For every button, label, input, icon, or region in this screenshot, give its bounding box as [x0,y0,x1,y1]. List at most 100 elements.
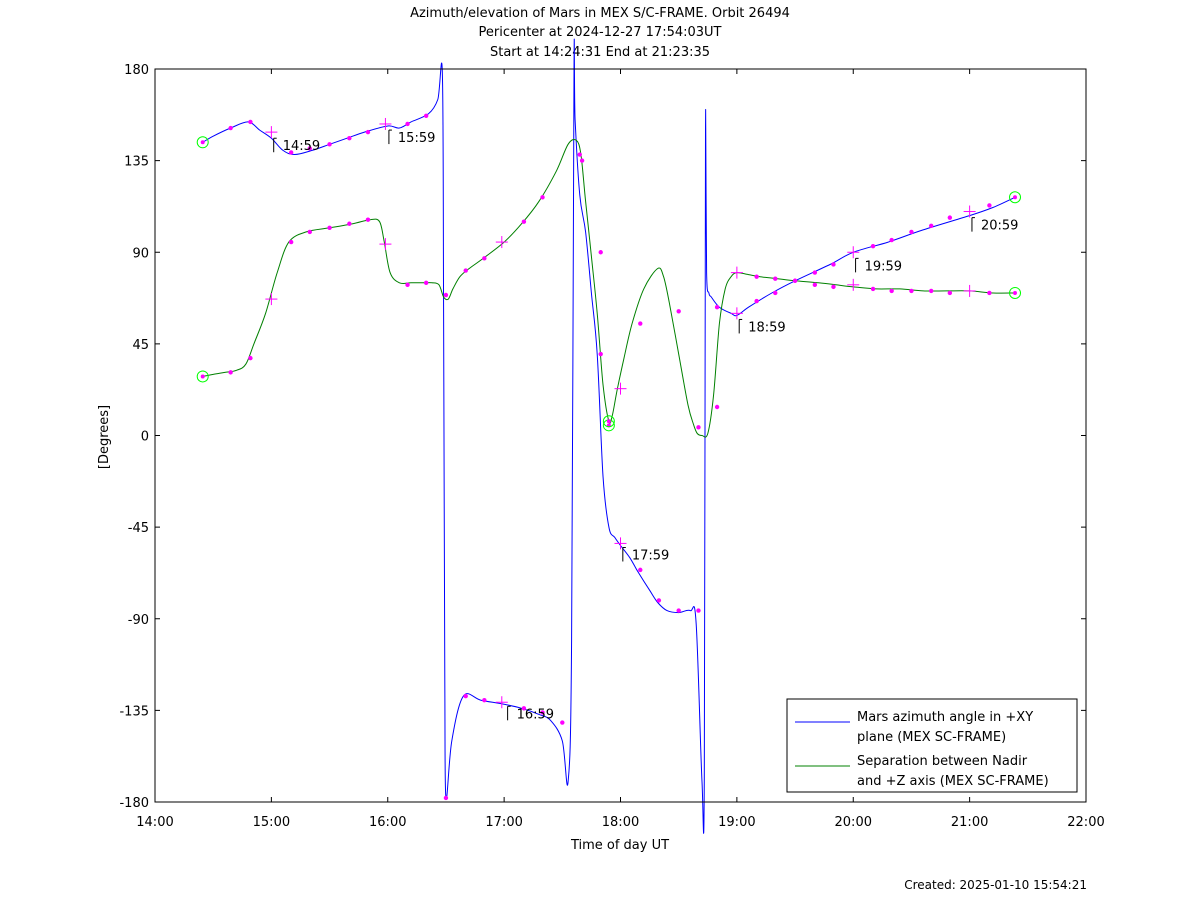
data-point-marker [228,370,233,375]
series-line-separation [202,138,1016,438]
legend: Mars azimuth angle in +XY plane (MEX SC-… [786,698,1078,793]
endpoint-dot-marker [1013,195,1018,200]
x-tick-label: 19:00 [718,815,755,830]
endpoint-dot-marker [200,140,205,145]
legend-label-separation-line-2: and +Z axis (MEX SC-FRAME) [857,774,1049,789]
data-point-marker [947,290,953,296]
endpoint-dot-marker [606,419,611,424]
data-point-marker [773,276,778,281]
data-point-marker [482,256,487,261]
data-point-marker [638,321,643,326]
data-point-marker [987,290,992,296]
data-point-marker [248,119,253,125]
annotation-layer: 14:59 15:59 16:59 17:59 18:59 19:59 20:59 [273,129,1018,722]
data-point-marker [228,125,233,131]
data-point-marker [714,404,720,410]
data-point-marker [443,292,449,298]
data-point-marker [831,284,836,290]
data-point-marker [365,129,371,135]
data-point-marker [754,274,759,279]
data-point-marker [773,290,778,296]
axis-layer: 14:00 15:00 16:00 17:00 18:00 19:00 20:00 21:00… [119,63,1104,830]
data-point-marker [870,243,876,249]
annotation-label: 15:59 [398,131,435,146]
data-point-marker [521,219,527,224]
y-tick-label: 135 [124,155,149,170]
legend-box [786,698,1078,793]
x-tick-label: 14:00 [136,815,173,830]
annotation-label: 16:59 [517,707,554,722]
data-point-marker [754,298,759,304]
data-point-marker [423,113,429,119]
created-timestamp: Created: 2025-01-10 15:54:21 [904,878,1087,892]
data-point-marker [443,795,449,801]
data-point-marker [947,215,953,220]
hour-annotation: 16:59 [507,705,554,722]
data-point-marker [540,710,545,715]
data-point-marker [812,282,818,288]
data-point-marker [909,288,914,294]
x-axis-label: Time of day UT [570,838,669,853]
data-point-marker [405,282,410,288]
x-tick-label: 20:00 [835,815,872,830]
hour-annotation: 20:59 [971,217,1018,234]
data-point-marker [579,158,585,163]
data-point-marker [288,150,294,155]
hour-cross-marker [847,278,860,291]
data-point-marker [405,121,410,127]
data-point-marker [577,152,582,157]
hour-cross-marker [495,696,508,709]
data-point-marker [307,229,312,235]
data-point-marker [676,309,681,314]
hour-cross-marker [730,307,743,320]
x-tick-label: 15:00 [253,815,290,830]
hour-cross-marker [614,537,627,550]
data-point-marker [909,229,914,235]
data-point-marker [696,608,701,613]
series-line-azimuth [202,38,1016,834]
endpoint-circle-marker [196,136,209,149]
annotation-label: 18:59 [748,320,785,335]
data-point-marker [831,262,836,267]
data-point-marker [987,203,992,208]
y-tick-label: 180 [124,63,149,78]
data-point-marker [560,720,565,725]
data-point-marker [656,598,662,603]
hour-cross-marker [265,293,278,306]
data-point-marker [288,239,294,245]
data-point-marker [463,693,468,699]
hour-cross-marker [379,117,392,130]
hour-annotation: 18:59 [738,318,786,335]
data-point-marker [598,351,603,357]
data-point-marker [463,268,468,273]
hour-annotation: 17:59 [622,546,669,563]
data-point-marker [327,142,332,147]
data-point-marker [347,136,352,141]
x-tick-label: 21:00 [951,815,988,830]
annotation-label: 20:59 [981,219,1018,234]
hour-cross-marker [730,266,743,279]
annotation-label: 19:59 [865,259,902,274]
x-tick-label: 18:00 [602,815,639,830]
endpoint-dot-marker [200,374,205,379]
data-point-marker [521,706,527,711]
x-tick-label: 17:00 [485,815,522,830]
endpoint-dot-marker [1013,290,1018,295]
hour-cross-marker [614,382,627,395]
hour-annotation: 19:59 [855,257,902,274]
chart-title-line-3: Start at 14:24:31 End at 21:23:35 [490,45,710,60]
data-point-marker [889,288,894,294]
chart-title-line-1: Azimuth/elevation of Mars in MEX S/C-FRA… [410,6,790,21]
y-tick-label: -180 [119,796,149,811]
endpoint-circle-marker [196,370,209,383]
endpoint-circle-marker [602,415,615,428]
y-tick-label: 0 [141,430,149,445]
hour-annotation: 14:59 [273,137,320,154]
hour-cross-marker [495,236,508,249]
data-point-marker [870,286,876,292]
data-point-marker [812,270,818,275]
data-point-marker [248,355,253,361]
data-point-marker [307,146,312,151]
data-point-marker [327,225,332,231]
hour-cross-marker [963,284,976,297]
